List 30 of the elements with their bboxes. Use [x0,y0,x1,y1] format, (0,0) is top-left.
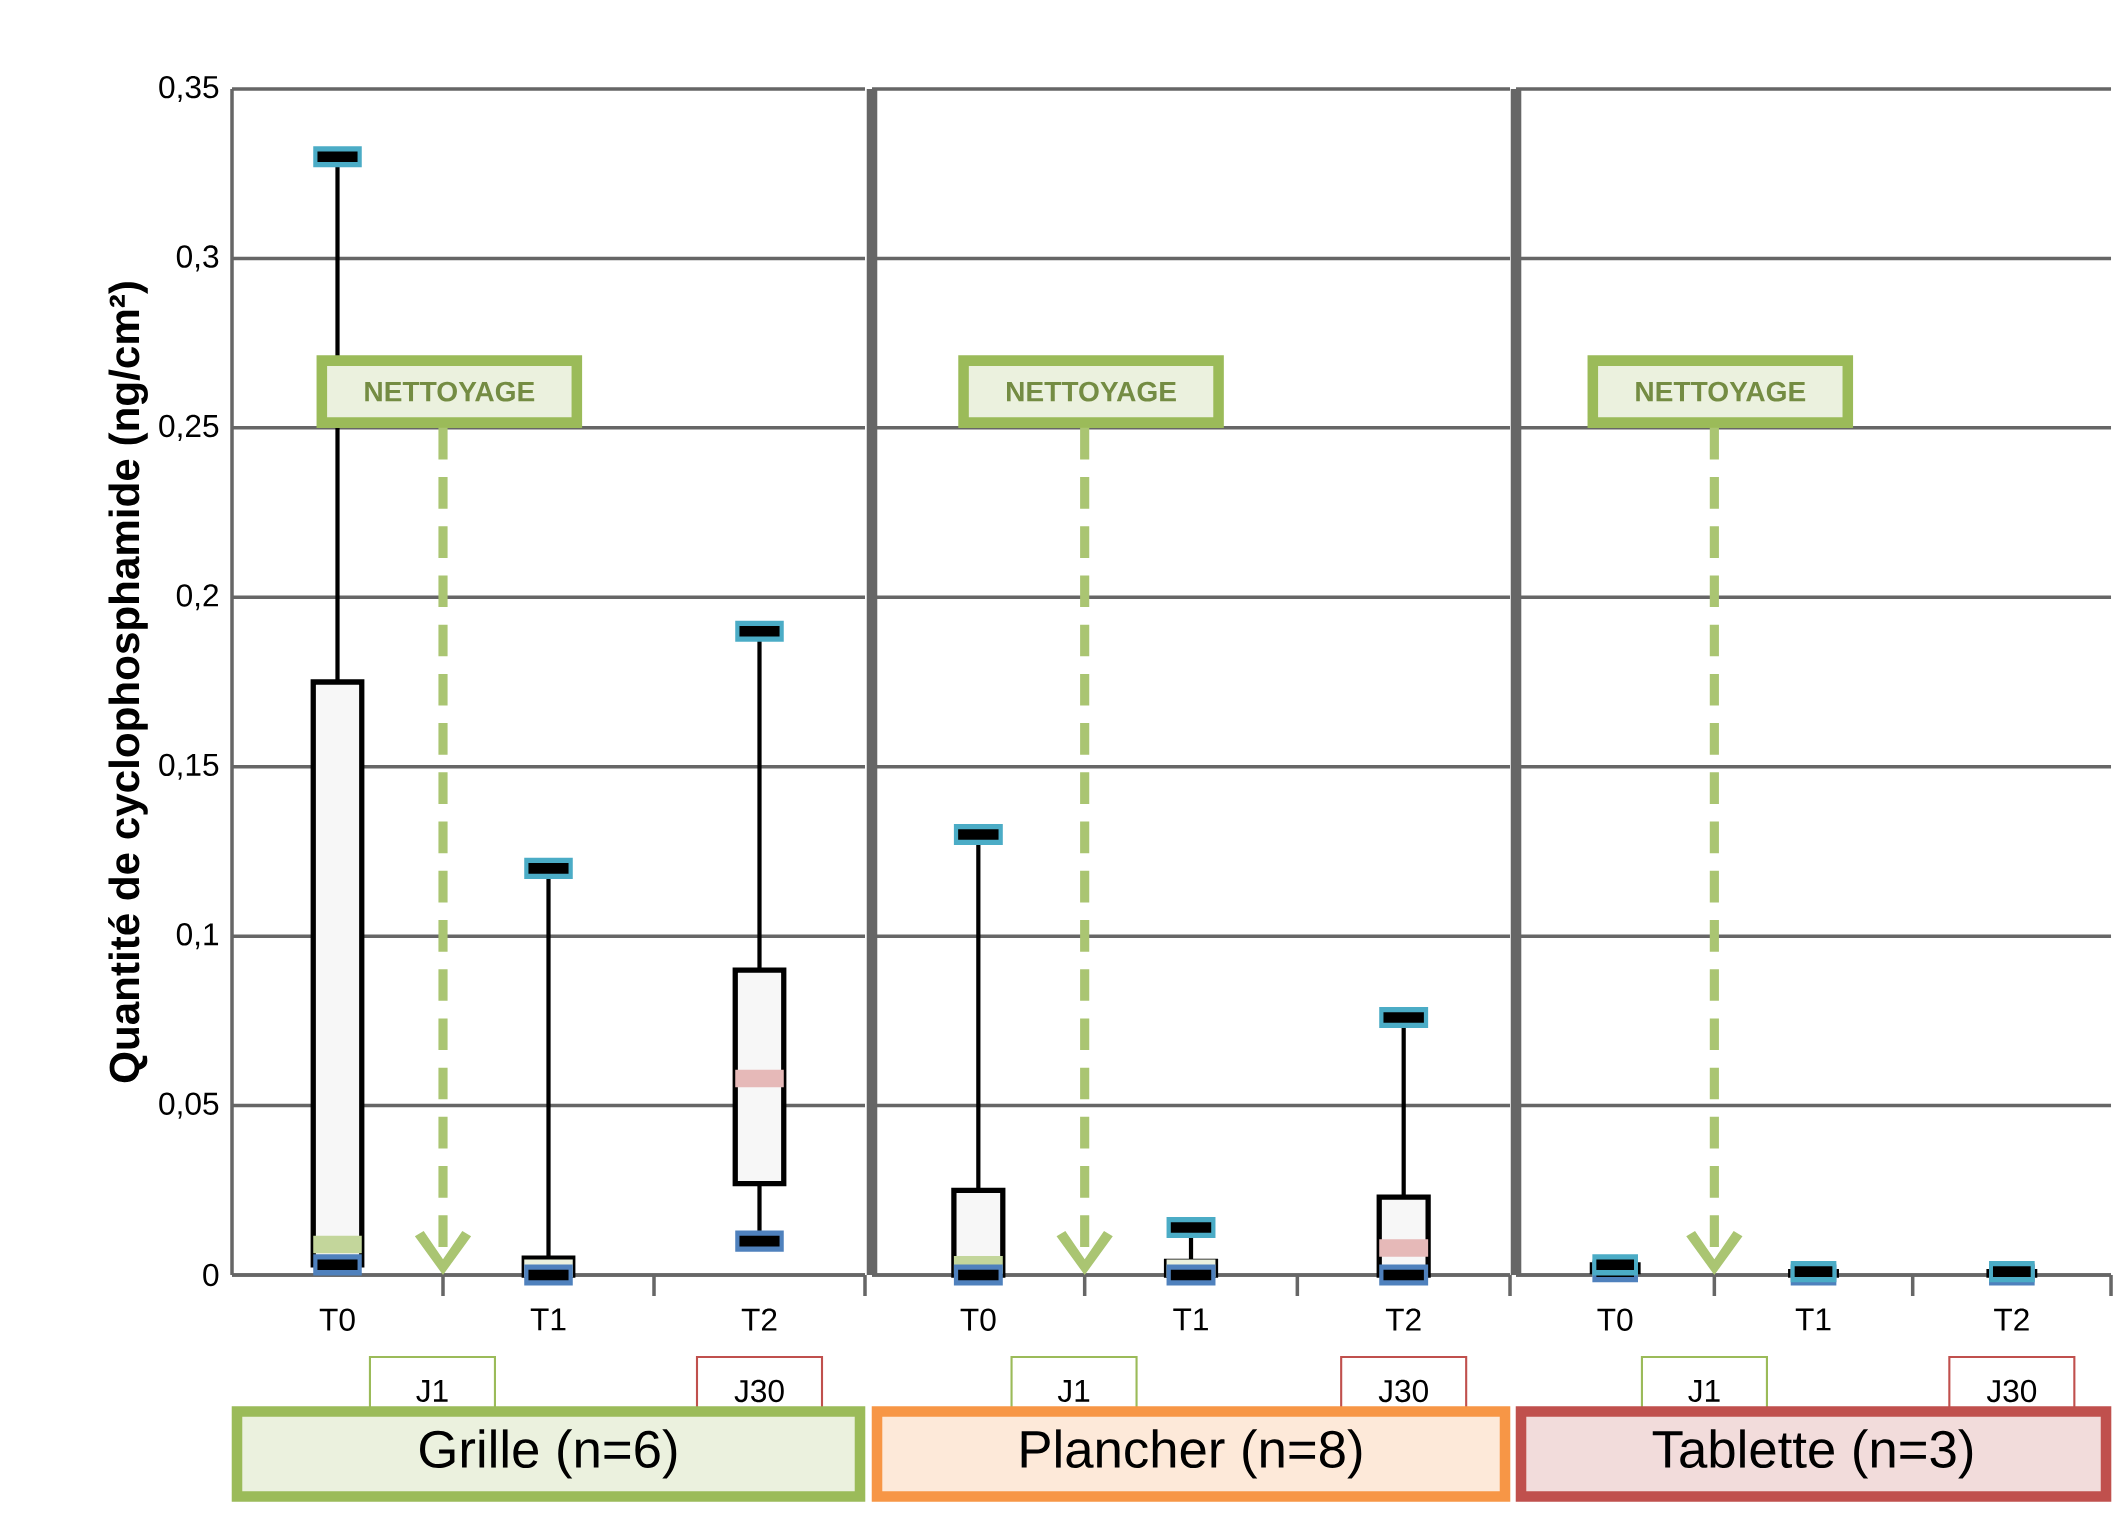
y-tick-label: 0,35 [159,75,219,103]
text: Grille (n=6) [420,1429,677,1479]
y-tick-label: 0,1 [176,923,219,950]
text: J1 [1688,1379,1720,1403]
annotation: NETTOYAGE [1007,381,1176,402]
x-tick-label: T1 [1795,1308,1831,1331]
y-tick-label: 0,25 [159,414,219,441]
x-tick-label: T0 [319,1308,355,1331]
text: J30 [1986,1379,2037,1403]
y-tick-label: 0,15 [159,753,219,780]
x-tick-label: T0 [1597,1308,1633,1331]
x-tick-label: T2 [1385,1308,1421,1331]
x-tick-label: T0 [960,1308,996,1331]
text: Tablette (n=3) [1652,1429,1973,1479]
x-tick-label: T2 [741,1308,777,1331]
x-tick-label: T1 [530,1308,566,1331]
x-tick-label: T1 [1173,1308,1208,1331]
text: J1 [416,1379,448,1403]
text: J30 [1378,1379,1428,1403]
annotation: NETTOYAGE [365,381,535,402]
y-tick-label: 0,2 [176,584,218,611]
text: J30 [734,1379,784,1403]
x-tick-label: T2 [1994,1308,2029,1331]
annotation: NETTOYAGE [1636,381,1806,402]
y-tick-label: 0 [203,1263,219,1287]
y-tick-label: 0,05 [159,1092,219,1119]
y-tick-label: 0,3 [176,245,219,272]
text: J1 [1057,1379,1090,1403]
y-axis-title: Quantité de cyclophosphamide (ng/cm²) [108,282,148,1083]
text: Plancher (n=8) [1021,1429,1362,1479]
